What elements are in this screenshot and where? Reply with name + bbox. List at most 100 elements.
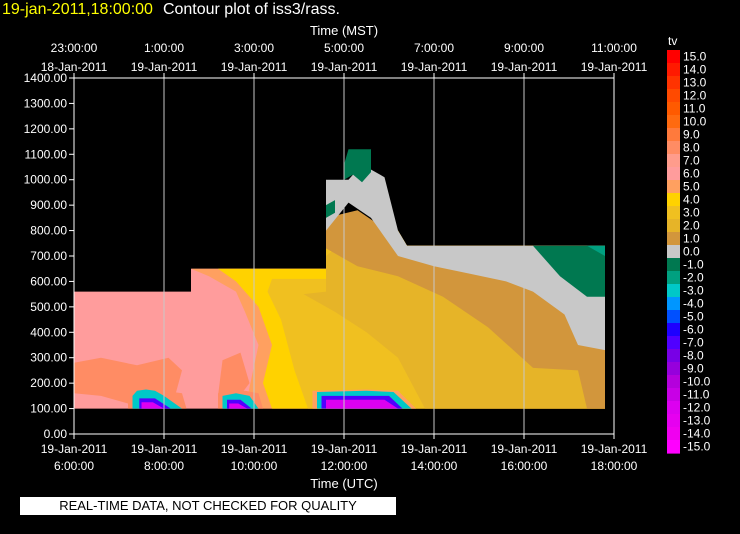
contour-region bbox=[326, 164, 605, 351]
x-tick-time: 6:00:00 bbox=[54, 459, 94, 473]
colorbar-tick-label: 0.0 bbox=[683, 245, 700, 259]
y-tick-label: 800.00 bbox=[30, 224, 67, 238]
y-tick-label: 700.00 bbox=[30, 249, 67, 263]
header-title: Contour plot of iss3/rass. bbox=[162, 1, 340, 18]
colorbar-tick-label: -5.0 bbox=[683, 310, 704, 324]
contour-region bbox=[533, 245, 605, 297]
colorbar-swatch bbox=[667, 258, 680, 272]
colorbar-tick-label: -14.0 bbox=[683, 427, 711, 441]
colorbar-tick-label: -7.0 bbox=[683, 336, 704, 350]
contour-region bbox=[229, 403, 248, 409]
y-tick-label: 300.00 bbox=[30, 351, 67, 365]
top-tick-time: 11:00:00 bbox=[591, 41, 637, 55]
y-tick-label: 1200.00 bbox=[24, 122, 68, 136]
colorbar-tick-label: 2.0 bbox=[683, 219, 700, 233]
colorbar-tick-label: 3.0 bbox=[683, 206, 700, 220]
colorbar-tick-label: 1.0 bbox=[683, 232, 700, 246]
contour-region bbox=[587, 245, 605, 256]
colorbar-tick-label: -12.0 bbox=[683, 401, 711, 415]
y-tick-label: 1300.00 bbox=[24, 96, 68, 110]
x-tick-time: 18:00:00 bbox=[591, 459, 638, 473]
colorbar-tick-label: 8.0 bbox=[683, 141, 700, 155]
colorbar-swatch bbox=[667, 245, 680, 259]
colorbar-swatch bbox=[667, 219, 680, 233]
header-date: 19-jan-2011,18:00:00 bbox=[2, 1, 153, 18]
colorbar-tick-label: 5.0 bbox=[683, 180, 700, 194]
colorbar-tick-label: -8.0 bbox=[683, 349, 704, 363]
x-tick-date: 19-Jan-2011 bbox=[581, 442, 648, 456]
x-tick-date: 19-Jan-2011 bbox=[131, 442, 198, 456]
colorbar-swatch bbox=[667, 154, 680, 168]
colorbar-swatch bbox=[667, 102, 680, 116]
x-tick-time: 14:00:00 bbox=[411, 459, 458, 473]
header: 19-jan-2011,18:00:00 Contour plot of iss3… bbox=[2, 1, 340, 19]
colorbar-swatch bbox=[667, 284, 680, 298]
x-tick-date: 19-Jan-2011 bbox=[491, 442, 558, 456]
colorbar-tick-label: 11.0 bbox=[683, 102, 706, 116]
y-tick-label: 200.00 bbox=[30, 376, 67, 390]
y-tick-label: 1000.00 bbox=[24, 173, 68, 187]
x-tick-time: 10:00:00 bbox=[231, 459, 278, 473]
x-tick-date: 19-Jan-2011 bbox=[221, 442, 288, 456]
colorbar-swatch bbox=[667, 141, 680, 155]
top-axis-label: Time (MST) bbox=[310, 23, 378, 38]
colorbar-tick-label: -11.0 bbox=[683, 388, 710, 402]
top-tick-time: 23:00:00 bbox=[51, 41, 98, 55]
colorbar-tick-label: -3.0 bbox=[683, 284, 704, 298]
top-tick-date: 18-Jan-2011 bbox=[41, 60, 108, 74]
x-tick-time: 12:00:00 bbox=[321, 459, 368, 473]
y-tick-label: 1100.00 bbox=[25, 147, 68, 161]
colorbar-swatch bbox=[667, 336, 680, 350]
colorbar-tick-label: 10.0 bbox=[683, 115, 707, 129]
colorbar-swatch bbox=[667, 167, 680, 181]
top-tick-time: 3:00:00 bbox=[234, 41, 274, 55]
colorbar-swatch bbox=[667, 440, 680, 454]
top-tick-date: 19-Jan-2011 bbox=[311, 60, 378, 74]
colorbar-tick-label: -10.0 bbox=[683, 375, 711, 389]
colorbar-swatch bbox=[667, 50, 680, 64]
colorbar-tick-label: 14.0 bbox=[683, 63, 707, 77]
x-tick-date: 19-Jan-2011 bbox=[401, 442, 468, 456]
y-tick-label: 0.00 bbox=[44, 427, 68, 441]
top-tick-date: 19-Jan-2011 bbox=[221, 60, 288, 74]
colorbar-tick-label: 7.0 bbox=[683, 154, 700, 168]
colorbar-tick-label: 9.0 bbox=[683, 128, 700, 142]
top-tick-date: 19-Jan-2011 bbox=[131, 60, 198, 74]
top-tick-time: 5:00:00 bbox=[324, 41, 364, 55]
y-tick-label: 600.00 bbox=[30, 274, 67, 288]
top-tick-date: 19-Jan-2011 bbox=[401, 60, 468, 74]
colorbar-swatch bbox=[667, 414, 680, 428]
top-tick-time: 1:00:00 bbox=[144, 41, 184, 55]
y-tick-label: 1400.00 bbox=[24, 71, 68, 85]
contour-region bbox=[141, 402, 164, 409]
colorbar-swatch bbox=[667, 349, 680, 363]
x-tick-time: 16:00:00 bbox=[501, 459, 548, 473]
colorbar-swatch bbox=[667, 193, 680, 207]
colorbar-swatch bbox=[667, 297, 680, 311]
colorbar-swatch bbox=[667, 362, 680, 376]
colorbar-swatch bbox=[667, 401, 680, 415]
y-tick-label: 500.00 bbox=[30, 300, 67, 314]
contour-region bbox=[344, 149, 371, 183]
colorbar-swatch bbox=[667, 388, 680, 402]
colorbar-swatch bbox=[667, 89, 680, 103]
colorbar-swatch bbox=[667, 180, 680, 194]
colorbar-swatch bbox=[667, 128, 680, 142]
colorbar-tick-label: 15.0 bbox=[683, 50, 707, 64]
y-tick-label: 400.00 bbox=[30, 325, 67, 339]
colorbar-tick-label: -15.0 bbox=[683, 440, 711, 454]
x-tick-time: 8:00:00 bbox=[144, 459, 184, 473]
colorbar-tick-label: 12.0 bbox=[683, 89, 707, 103]
quality-note: REAL-TIME DATA, NOT CHECKED FOR QUALITY bbox=[20, 497, 396, 515]
colorbar-tick-label: 13.0 bbox=[683, 76, 707, 90]
colorbar-swatch bbox=[667, 206, 680, 220]
colorbar-swatch bbox=[667, 76, 680, 90]
colorbar-tick-label: -6.0 bbox=[683, 323, 704, 337]
x-tick-date: 19-Jan-2011 bbox=[41, 442, 108, 456]
colorbar-swatch bbox=[667, 310, 680, 324]
colorbar-tick-label: -2.0 bbox=[683, 271, 704, 285]
y-tick-label: 900.00 bbox=[30, 198, 67, 212]
colorbar-tick-label: -4.0 bbox=[683, 297, 704, 311]
colorbar-label: tv bbox=[668, 34, 677, 48]
